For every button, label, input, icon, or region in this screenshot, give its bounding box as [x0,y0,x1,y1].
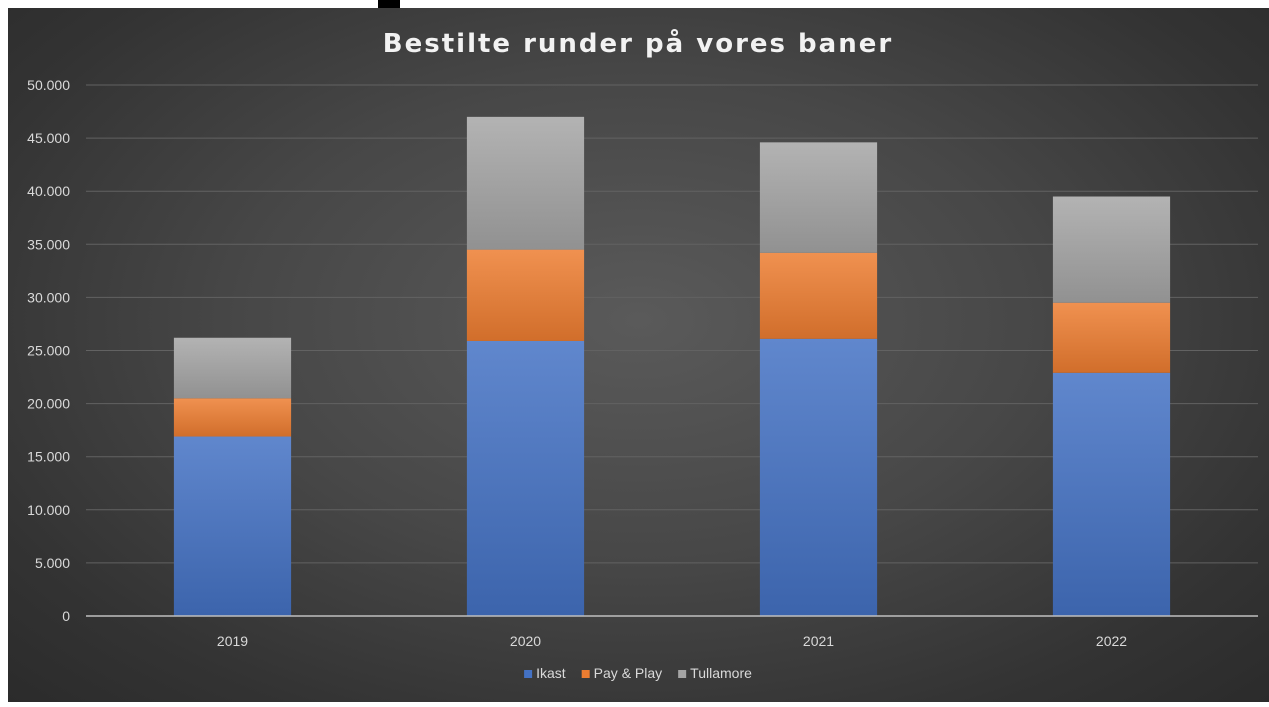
x-tick-label: 2020 [510,633,541,649]
legend-swatch [524,670,533,678]
chart-title: Bestilte runder på vores baner [383,27,893,59]
y-tick-label: 0 [62,608,70,624]
y-tick-label: 30.000 [27,289,70,305]
legend-label: Pay & Play [594,665,662,681]
bar-pay-play-2021 [759,252,878,339]
bar-pay-play-2022 [1052,302,1171,373]
legend-item-pay-play: Pay & Play [581,665,662,681]
x-axis: 2019 2020 2021 2022 [86,615,1258,649]
x-tick-label: 2021 [803,633,834,649]
bar-tullamore-2019 [173,337,292,399]
legend-label: Ikast [536,665,566,681]
bar-ikast-2022 [1052,372,1171,616]
y-tick-label: 50.000 [27,77,70,93]
y-tick-label: 20.000 [27,396,70,412]
legend-item-tullamore: Tullamore [678,665,752,681]
y-axis-tick-labels: 0 5.000 10.000 15.000 20.000 25.000 30.000 35.0… [27,77,70,624]
bar-pay-play-2020 [466,249,585,341]
bar-tullamore-2020 [466,116,585,250]
stacked-bar-chart: Bestilte runder på vores baner 0 5.000 10.… [27,27,1258,681]
y-tick-label: 35.000 [27,236,70,252]
bar-tullamore-2022 [1052,196,1171,303]
bar-ikast-2021 [759,338,878,616]
legend: Ikast Pay & Play Tullamore [524,665,752,681]
y-tick-label: 40.000 [27,183,70,199]
bar-tullamore-2021 [759,142,878,253]
y-tick-label: 25.000 [27,343,70,359]
y-tick-label: 45.000 [27,130,70,146]
bars [173,116,1171,616]
y-tick-label: 15.000 [27,449,70,465]
bar-ikast-2019 [173,436,292,616]
bar-ikast-2020 [466,340,585,616]
x-tick-label: 2022 [1096,633,1127,649]
y-tick-label: 5.000 [35,555,70,571]
legend-label: Tullamore [690,665,752,681]
top-crop-strip [0,0,1269,8]
legend-item-ikast: Ikast [524,665,566,681]
legend-swatch [581,670,590,678]
chart-area: Bestilte runder på vores baner 0 5.000 10.… [8,8,1269,702]
y-tick-label: 10.000 [27,502,70,518]
cropped-text-fragment [378,0,400,8]
legend-swatch [678,670,687,678]
x-tick-label: 2019 [217,633,248,649]
bar-pay-play-2019 [173,398,292,437]
